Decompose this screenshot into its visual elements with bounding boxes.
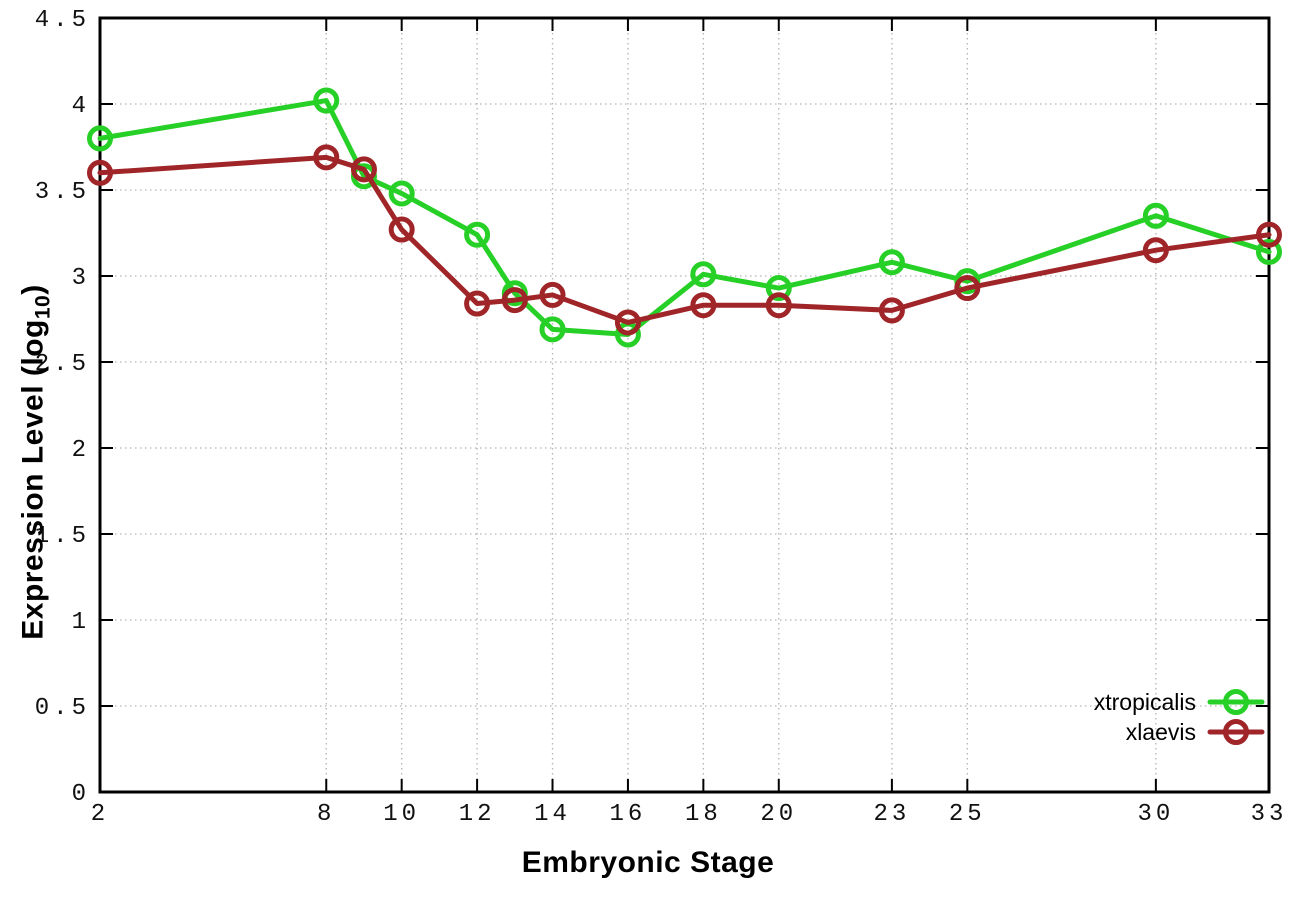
data-point-xlaevis — [614, 309, 641, 336]
x-tick-label: 18 — [685, 801, 722, 828]
y-tick-label: 4.5 — [35, 7, 90, 34]
data-point-xtropicalis — [539, 316, 566, 343]
data-point-xlaevis — [350, 156, 377, 183]
y-tick-label: 3.5 — [35, 179, 90, 206]
data-point-xlaevis — [1142, 237, 1169, 264]
y-tick-label: 3 — [72, 265, 90, 292]
legend-marker-xlaevis — [1223, 719, 1249, 745]
x-tick-label: 16 — [610, 801, 647, 828]
data-point-xlaevis — [954, 275, 981, 302]
y-tick-label: 1.5 — [35, 523, 90, 550]
data-point-xtropicalis — [765, 275, 792, 302]
y-tick-label: 0.5 — [35, 695, 90, 722]
data-point-xlaevis — [1256, 221, 1282, 248]
data-point-xtropicalis — [878, 249, 905, 276]
data-point-xlaevis — [87, 159, 113, 186]
data-point-xtropicalis — [388, 180, 415, 207]
x-tick-label: 25 — [949, 801, 986, 828]
data-point-xtropicalis — [690, 261, 717, 288]
y-tick-label: 0 — [72, 781, 90, 808]
data-point-xtropicalis — [313, 87, 340, 114]
y-axis-title: Expression Level (log10) — [17, 284, 56, 639]
data-point-xtropicalis — [464, 221, 491, 248]
y-tick-label: 1 — [72, 609, 90, 636]
x-tick-label: 2 — [91, 801, 109, 828]
y-axis-title-suffix: ) — [16, 284, 50, 295]
data-point-xlaevis — [539, 281, 566, 308]
data-point-xtropicalis — [1142, 202, 1169, 229]
data-point-xlaevis — [690, 292, 717, 319]
series-line-xtropicalis — [97, 98, 1272, 337]
x-tick-label: 14 — [534, 801, 571, 828]
x-tick-label: 23 — [873, 801, 910, 828]
x-axis-title: Embryonic Stage — [521, 846, 775, 879]
y-axis-title-text: Expression Level (log — [16, 319, 50, 640]
y-tick-label: 4 — [72, 93, 90, 120]
plot-border — [98, 16, 1271, 794]
data-point-xlaevis — [501, 287, 528, 314]
legend-label-xtropicalis: xtropicalis — [1094, 689, 1196, 715]
y-axis-title-subscript: 10 — [31, 294, 55, 320]
data-point-xtropicalis — [87, 125, 113, 152]
x-tick-label: 12 — [459, 801, 496, 828]
legend-marker-xtropicalis — [1223, 689, 1249, 715]
x-tick-label: 20 — [760, 801, 797, 828]
data-point-xlaevis — [878, 297, 905, 324]
data-point-xtropicalis — [1256, 238, 1282, 265]
x-tick-label: 33 — [1251, 801, 1288, 828]
x-tick-label: 10 — [383, 801, 420, 828]
y-tick-label: 2.5 — [35, 351, 90, 378]
data-point-xlaevis — [388, 216, 415, 243]
data-point-xlaevis — [464, 290, 491, 317]
x-tick-label: 8 — [317, 801, 335, 828]
data-point-xlaevis — [313, 144, 340, 171]
x-tick-label: 30 — [1137, 801, 1174, 828]
data-point-xlaevis — [765, 292, 792, 319]
legend-label-xlaevis: xlaevis — [1126, 719, 1196, 745]
y-tick-label: 2 — [72, 437, 90, 464]
